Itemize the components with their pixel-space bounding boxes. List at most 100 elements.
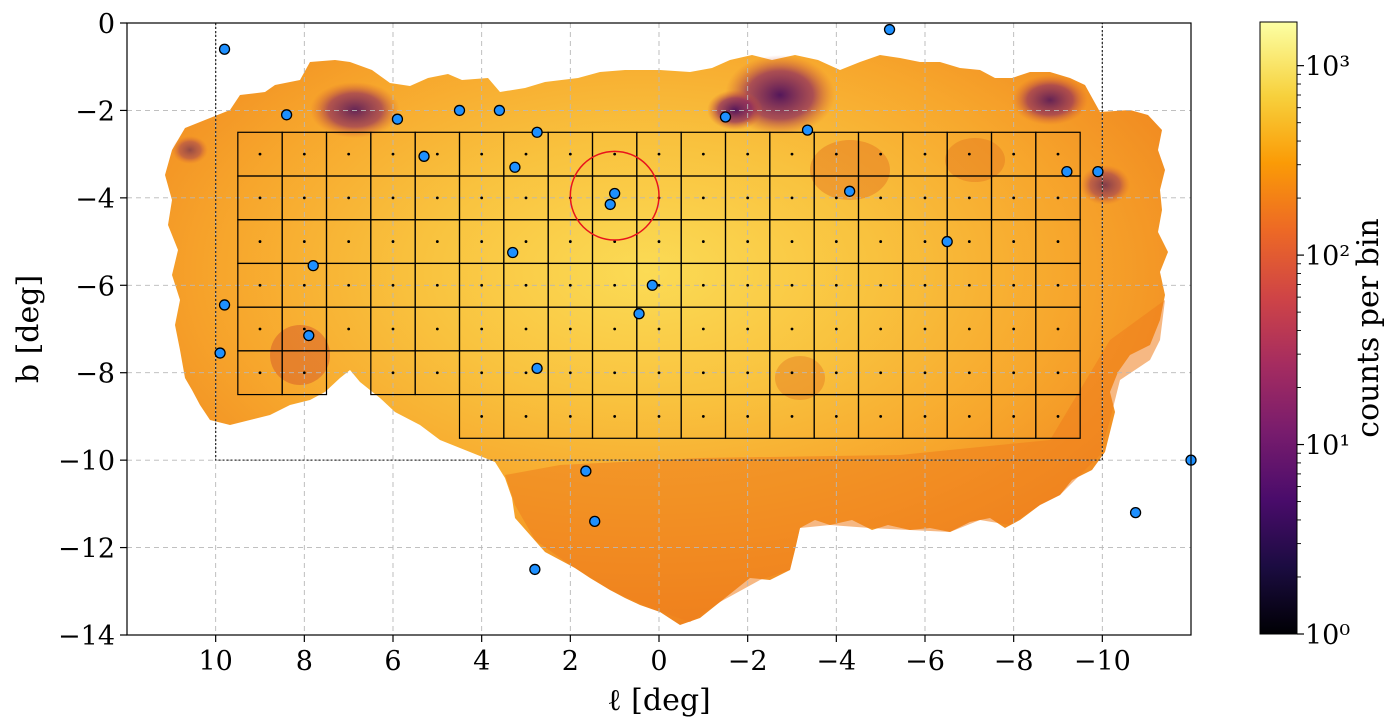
x-tick-label: −2 bbox=[728, 646, 768, 677]
survey-cell-center bbox=[480, 152, 484, 156]
survey-cell-center bbox=[302, 240, 306, 243]
source-point bbox=[604, 198, 616, 211]
footprint-outline-layer bbox=[215, 23, 1103, 461]
survey-cell-center bbox=[746, 152, 750, 156]
highlight-layer bbox=[569, 150, 660, 241]
source-point bbox=[507, 246, 519, 259]
survey-cell-center bbox=[1012, 371, 1016, 375]
source-point bbox=[531, 126, 543, 138]
dust-lane bbox=[1080, 165, 1130, 205]
survey-cell-center bbox=[967, 240, 971, 243]
survey-cell-center bbox=[834, 283, 838, 287]
survey-cell-center bbox=[302, 327, 306, 331]
survey-cell-center bbox=[701, 196, 705, 200]
survey-cell-center bbox=[302, 152, 306, 156]
survey-cell-center bbox=[258, 152, 262, 156]
survey-cell-center bbox=[391, 196, 395, 200]
source-point bbox=[883, 23, 896, 36]
y-tick-label: −2 bbox=[75, 96, 115, 127]
survey-cell-center bbox=[480, 327, 484, 331]
survey-cell-center bbox=[701, 240, 705, 243]
survey-cell-center bbox=[879, 240, 883, 243]
survey-cell bbox=[1035, 393, 1081, 439]
survey-cell-center bbox=[613, 283, 617, 287]
survey-cell-center bbox=[923, 283, 927, 287]
x-tick-label: −6 bbox=[905, 646, 945, 677]
survey-cell-center bbox=[524, 415, 528, 418]
source-point bbox=[843, 185, 856, 197]
survey-cell-center bbox=[879, 415, 883, 418]
survey-cell-center bbox=[834, 371, 838, 375]
survey-cell-center bbox=[923, 196, 927, 200]
survey-cell-center bbox=[524, 240, 528, 243]
survey-cell-center bbox=[790, 240, 794, 243]
survey-cell-center bbox=[568, 371, 572, 375]
source-point bbox=[580, 465, 592, 477]
source-point bbox=[493, 104, 506, 117]
survey-grid bbox=[237, 131, 1081, 439]
source-point bbox=[1061, 165, 1073, 178]
survey-cell-center bbox=[746, 327, 750, 331]
survey-cell-center bbox=[923, 415, 927, 418]
survey-cell-center bbox=[524, 371, 528, 375]
survey-cell-center bbox=[480, 240, 484, 243]
survey-cell-center bbox=[480, 283, 484, 287]
survey-cell-center bbox=[347, 240, 351, 243]
survey-cell-center bbox=[834, 152, 838, 156]
survey-cell-center bbox=[834, 415, 838, 418]
survey-cell bbox=[281, 350, 328, 396]
source-point bbox=[646, 279, 658, 291]
survey-cell-center bbox=[435, 371, 439, 375]
dust-lane bbox=[775, 356, 825, 400]
survey-cell-center bbox=[701, 283, 705, 287]
x-tick-label: 6 bbox=[384, 646, 401, 677]
source-point bbox=[280, 109, 293, 121]
survey-cell-center bbox=[524, 196, 528, 200]
survey-cell-center bbox=[258, 327, 262, 331]
survey-cell-center bbox=[879, 152, 883, 156]
survey-cell-center bbox=[746, 415, 750, 418]
survey-cell-center bbox=[701, 371, 705, 375]
survey-cell-center bbox=[967, 283, 971, 287]
survey-cell-center bbox=[746, 240, 750, 243]
dust-lane bbox=[270, 325, 330, 385]
y-tick-label: −14 bbox=[58, 621, 115, 652]
survey-cell-center bbox=[347, 152, 351, 156]
source-point bbox=[453, 104, 466, 117]
source-point bbox=[418, 150, 430, 162]
survey-cell-center bbox=[923, 152, 927, 156]
survey-cell-center bbox=[790, 327, 794, 331]
highlight-circle bbox=[569, 150, 660, 241]
survey-cell-center bbox=[613, 240, 617, 243]
x-tick-label: 10 bbox=[198, 646, 232, 677]
source-point bbox=[719, 111, 732, 123]
y-tick-label: −10 bbox=[58, 446, 115, 477]
survey-cell-center bbox=[568, 283, 572, 287]
survey-cell-center bbox=[1012, 327, 1016, 331]
source-point bbox=[307, 259, 319, 272]
survey-cell-center bbox=[923, 371, 927, 375]
survey-cell-center bbox=[967, 327, 971, 331]
source-point bbox=[303, 329, 315, 342]
x-tick-label: 2 bbox=[562, 646, 579, 677]
survey-cell-center bbox=[480, 415, 484, 418]
source-point bbox=[218, 43, 231, 55]
survey-cell-center bbox=[391, 327, 395, 331]
source-point bbox=[218, 299, 231, 311]
x-tick-label: −8 bbox=[994, 646, 1034, 677]
dust-lane bbox=[1012, 75, 1088, 125]
y-tick-label: −8 bbox=[75, 359, 115, 390]
dust-lane bbox=[810, 140, 890, 200]
survey-cell-center bbox=[613, 327, 617, 331]
source-point bbox=[391, 113, 404, 125]
x-tick-label: −10 bbox=[1074, 646, 1131, 677]
survey-cell-center bbox=[1012, 415, 1016, 418]
survey-cell-center bbox=[1056, 283, 1060, 287]
survey-cell-center bbox=[746, 196, 750, 200]
survey-cell-center bbox=[613, 152, 617, 156]
survey-cell-center bbox=[480, 196, 484, 200]
survey-cell-center bbox=[834, 327, 838, 331]
survey-cell-center bbox=[524, 152, 528, 156]
survey-cell-center bbox=[347, 327, 351, 331]
